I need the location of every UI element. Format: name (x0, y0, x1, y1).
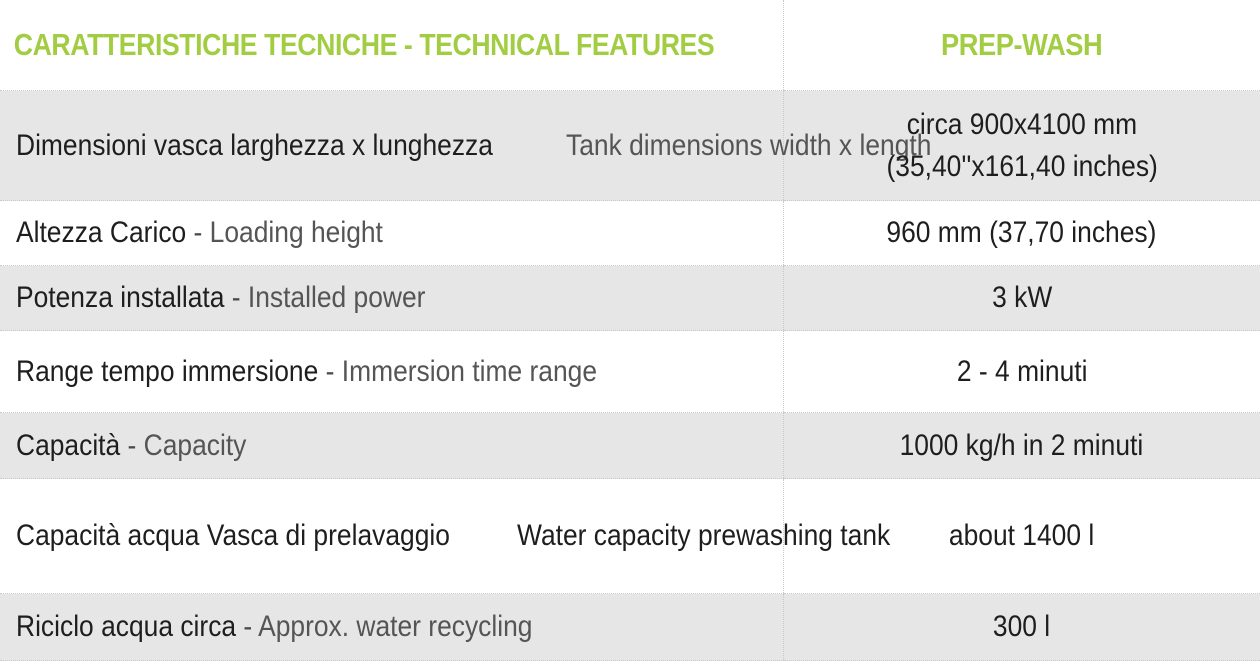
row-label: Capacità acqua Vasca di prelavaggio Wate… (0, 478, 891, 594)
label-separator: - (120, 428, 144, 462)
label-english: Approx. water recycling (258, 610, 533, 643)
table-row-loading-height: Altezza Carico - Loading height 960 mm (… (0, 200, 1260, 266)
table-row-installed-power: Potenza installata - Installed power 3 k… (0, 265, 1260, 331)
label-english: Installed power (247, 281, 426, 314)
row-value: 300 l (782, 593, 1260, 661)
prep-wash-column-header: PREP-WASH (782, 0, 1260, 91)
label-separator: - (236, 610, 259, 643)
label-italian: Capacità acqua Vasca di prelavaggio (16, 519, 450, 552)
row-value: circa 900x4100 mm (35,40''x161,40 inches… (782, 90, 1260, 201)
label-english: Capacity (143, 428, 247, 462)
prep-wash-label: PREP-WASH (941, 27, 1103, 62)
row-value: 2 - 4 minuti (782, 330, 1260, 413)
row-label: Dimensioni vasca larghezza x lunghezza T… (0, 90, 932, 201)
label-italian: Dimensioni vasca larghezza x lunghezza (16, 128, 493, 162)
row-label: Range tempo immersione - Immersion time … (0, 330, 783, 413)
label-italian: Potenza installata (16, 281, 225, 314)
label-english: Immersion time range (341, 354, 598, 388)
row-value: 1000 kg/h in 2 minuti (782, 412, 1260, 479)
table-header-row: CARATTERISTICHE TECNICHE - TECHNICAL FEA… (0, 0, 1260, 91)
label-english: Tank dimensions width x length (566, 128, 932, 162)
table-row-immersion-time: Range tempo immersione - Immersion time … (0, 330, 1260, 413)
label-italian: Riciclo acqua circa (16, 610, 237, 643)
label-italian: Capacità (16, 428, 121, 462)
value-line-2: (35,40''x161,40 inches) (886, 149, 1158, 183)
row-label: Riciclo acqua circa - Approx. water recy… (0, 593, 783, 661)
row-value: 3 kW (782, 265, 1260, 331)
table-row-water-capacity: Capacità acqua Vasca di prelavaggio Wate… (0, 478, 1260, 594)
label-italian: Altezza Carico (16, 216, 187, 249)
row-label: Capacità - Capacity (0, 412, 783, 479)
value-line-1: circa 900x4100 mm (906, 107, 1137, 141)
row-label: Altezza Carico - Loading height (0, 200, 783, 266)
row-label: Potenza installata - Installed power (0, 265, 783, 331)
table-row-water-recycling: Riciclo acqua circa - Approx. water recy… (0, 593, 1260, 661)
label-separator: - (318, 354, 342, 388)
row-value: about 1400 l (782, 478, 1260, 594)
label-italian: Range tempo immersione (16, 354, 319, 388)
table-row-tank-dimensions: Dimensioni vasca larghezza x lunghezza T… (0, 90, 1260, 201)
table-row-capacity: Capacità - Capacity 1000 kg/h in 2 minut… (0, 412, 1260, 479)
label-english: Water capacity prewashing tank (517, 519, 891, 552)
features-column-header: CARATTERISTICHE TECNICHE - TECHNICAL FEA… (0, 0, 715, 91)
label-separator: - (186, 216, 210, 249)
label-english: Loading height (209, 216, 383, 249)
label-separator: - (224, 281, 248, 314)
row-value: 960 mm (37,70 inches) (782, 200, 1260, 266)
